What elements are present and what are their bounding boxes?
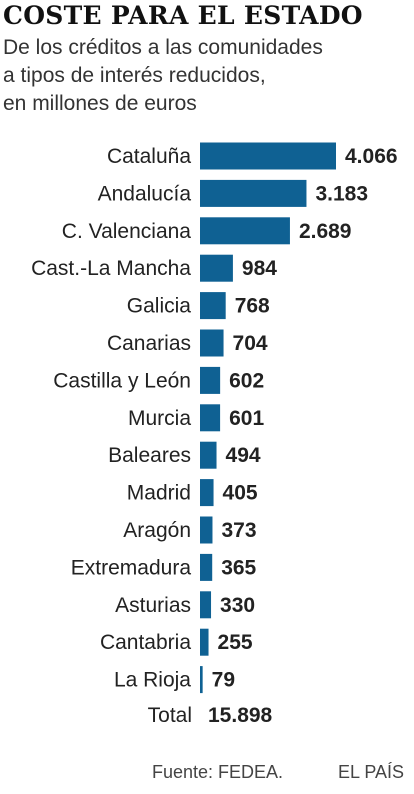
value-label: 494 [226, 444, 261, 467]
value-label: 405 [223, 482, 258, 505]
value-label: 255 [218, 631, 253, 654]
value-label: 4.066 [345, 145, 398, 168]
bar [200, 217, 290, 245]
category-label: Cast.-La Mancha [31, 257, 191, 280]
value-label: 79 [212, 669, 235, 692]
category-label: Canarias [107, 332, 191, 355]
value-label: 768 [235, 295, 270, 318]
category-label: La Rioja [114, 669, 191, 692]
category-label: Aragón [123, 519, 191, 542]
bar [200, 628, 209, 656]
footer: Fuente: FEDEA. EL PAÍS [0, 758, 414, 786]
total-value: 15.898 [208, 704, 273, 727]
publisher-credit: EL PAÍS [338, 762, 405, 782]
bar [200, 553, 213, 581]
chart-subtitle: De los créditos a las comunidades a tipo… [3, 34, 323, 118]
value-label: 984 [242, 257, 277, 280]
value-label: 3.183 [315, 182, 368, 205]
total-row: Total 15.898 [0, 700, 414, 732]
bar [200, 366, 221, 394]
value-label: 2.689 [299, 220, 352, 243]
bar-chart: Cataluña 4.066 Andalucía 3.183 C. Valenciana… [31, 142, 398, 694]
category-label: Asturias [115, 594, 191, 617]
category-label: Murcia [128, 407, 191, 430]
value-label: 365 [221, 556, 256, 579]
category-label: Andalucía [98, 182, 192, 205]
chart-title: COSTE PARA EL ESTADO [3, 1, 363, 30]
source-credit: Fuente: FEDEA. [152, 762, 284, 782]
category-label: Baleares [108, 444, 191, 467]
category-label: Galicia [127, 295, 192, 318]
bar [200, 516, 213, 544]
bar [200, 666, 203, 694]
value-label: 373 [221, 519, 256, 542]
bar [200, 404, 221, 432]
bar [200, 591, 212, 619]
category-label: Castilla y León [53, 369, 191, 392]
subtitle-line: De los créditos a las comunidades [3, 36, 323, 59]
bar [200, 479, 214, 507]
category-label: Cantabria [100, 631, 191, 654]
value-label: 601 [229, 407, 264, 430]
bar [200, 441, 217, 469]
value-label: 602 [229, 369, 264, 392]
bar [200, 142, 336, 170]
category-label: Cataluña [107, 145, 191, 168]
total-label: Total [147, 704, 192, 727]
subtitle-line: a tipos de interés reducidos, [3, 64, 266, 87]
subtitle-line: en millones de euros [3, 92, 197, 115]
bar [200, 329, 224, 357]
bar [200, 292, 226, 320]
category-label: Madrid [127, 482, 191, 505]
value-label: 330 [220, 594, 255, 617]
category-label: Extremadura [71, 556, 192, 579]
bar [200, 179, 307, 207]
category-label: C. Valenciana [62, 220, 192, 243]
bar [200, 254, 233, 282]
value-label: 704 [233, 332, 268, 355]
